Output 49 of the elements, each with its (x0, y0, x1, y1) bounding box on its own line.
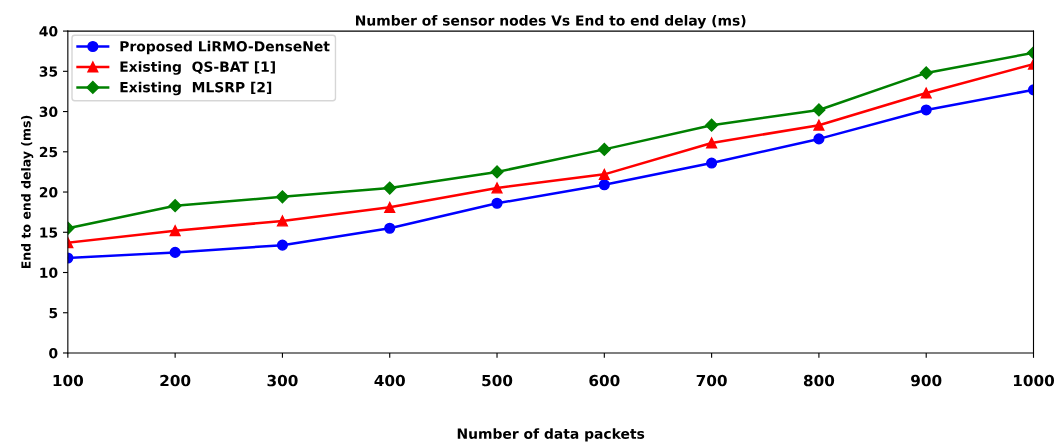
point (276, 239, 288, 251)
point (598, 168, 610, 180)
x-tick-label: 600 (589, 374, 620, 387)
y-tick-label: 30 (39, 106, 58, 118)
y-tick-label: 5 (49, 307, 58, 319)
point (706, 157, 718, 169)
y-tick-label: 10 (40, 267, 58, 278)
point (384, 222, 396, 234)
y-tick-label: 15 (40, 227, 58, 238)
x-tick-label: 700 (696, 374, 727, 387)
point (276, 215, 288, 227)
point (920, 104, 932, 116)
y-tick-label: 25 (39, 146, 58, 158)
point (490, 165, 504, 179)
point (169, 246, 181, 258)
y-axis-title: End to end delay (ms) (21, 115, 34, 269)
point (491, 197, 503, 209)
point (813, 133, 825, 145)
point (168, 199, 182, 213)
point (813, 119, 825, 131)
point (597, 142, 611, 156)
point (920, 87, 932, 99)
point (491, 182, 503, 194)
legend-label: Existing QS-BAT [1] (120, 61, 275, 75)
chart-title: Number of sensor nodes Vs End to end delay (ms) (356, 14, 746, 29)
point (169, 225, 181, 237)
legend-label: Existing MLSRP [2] (120, 81, 272, 96)
point (275, 190, 290, 204)
point (812, 103, 826, 117)
x-tick-label: 800 (803, 374, 835, 387)
y-tick-label: 35 (39, 66, 58, 77)
x-tick-label: 200 (160, 374, 191, 387)
y-tick-label: 20 (39, 187, 58, 198)
x-tick-label: 500 (482, 374, 513, 387)
point (598, 179, 610, 191)
x-tick-label: 100 (53, 374, 84, 387)
legend-label: Proposed LiRMO-DenseNet (120, 40, 330, 55)
point (706, 137, 718, 149)
x-tick-label: 400 (374, 374, 405, 387)
point (919, 66, 933, 80)
point (383, 181, 397, 195)
x-tick-label: 300 (267, 374, 298, 387)
x-tick-label: 900 (911, 374, 942, 387)
x-tick-label: 1000 (1013, 374, 1055, 387)
y-tick-label: 0 (49, 347, 58, 359)
point (705, 118, 719, 132)
point (384, 201, 396, 213)
x-axis-title: Number of data packets (457, 428, 645, 442)
y-tick-label: 40 (39, 26, 58, 37)
